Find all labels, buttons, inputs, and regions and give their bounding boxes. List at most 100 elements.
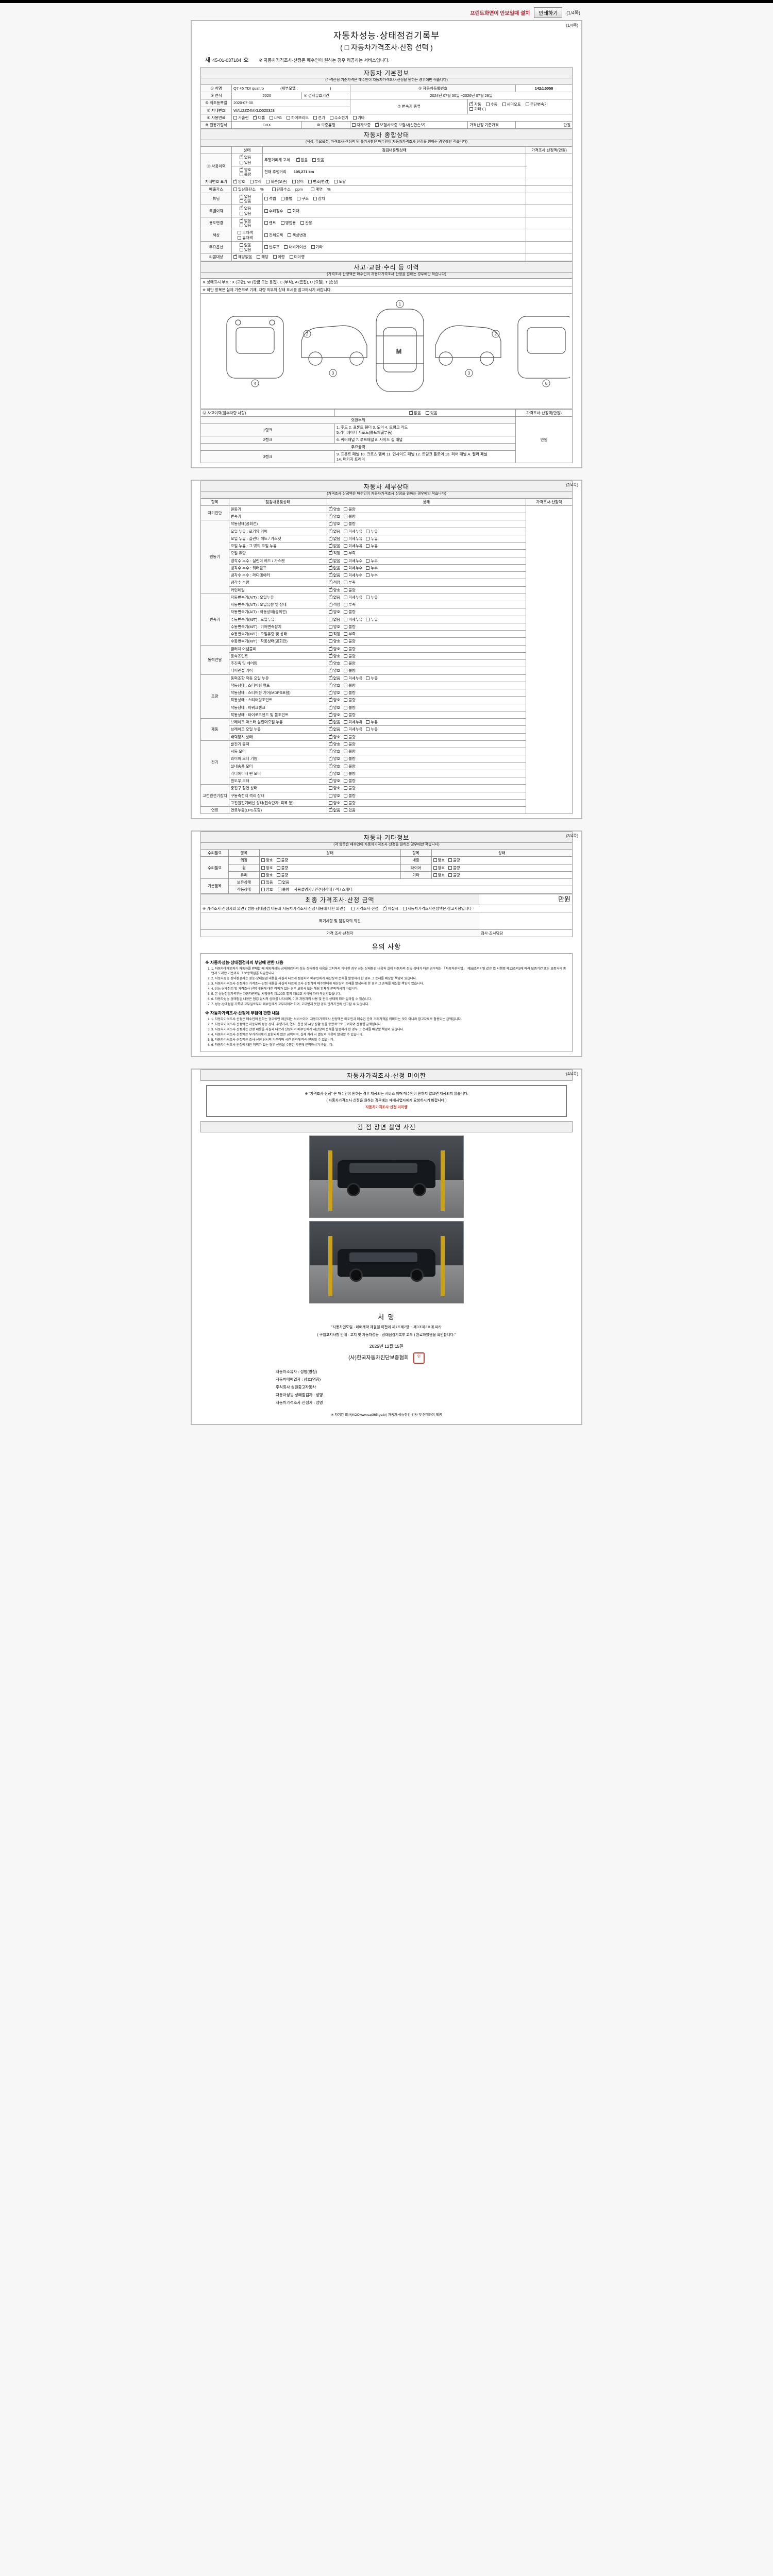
inspection-photo-front[interactable]: [309, 1135, 464, 1218]
detail-opt-미세누유[interactable]: 미세누유: [344, 595, 362, 600]
detail-opt-불량[interactable]: 불량: [344, 801, 356, 805]
color-full-repaint[interactable]: 전체도색: [264, 233, 283, 238]
detail-opt-없음[interactable]: 없음: [328, 726, 340, 732]
detail-opt-불량[interactable]: 불량: [344, 713, 356, 717]
fuel-opt-etc[interactable]: 기타: [353, 115, 365, 120]
fuel-opt-hybrid[interactable]: 하이브리드: [287, 115, 309, 120]
detail-opt-부족[interactable]: 부족: [344, 632, 356, 636]
detail-opt-양호[interactable]: 양호: [328, 646, 340, 651]
detail-opt-미세누유[interactable]: 미세누유: [344, 617, 362, 622]
other-opt-불량[interactable]: 불량: [276, 866, 288, 870]
emis-opt-hc[interactable]: 탄화수소: [272, 187, 291, 192]
usechange-opt-none[interactable]: 없음: [239, 217, 251, 223]
detail-opt-양호[interactable]: 양호: [328, 682, 340, 688]
detail-opt-불량[interactable]: 불량: [344, 705, 356, 710]
detail-opt-불량[interactable]: 불량: [344, 507, 356, 512]
detail-opt-미세누유[interactable]: 미세누유: [344, 529, 362, 534]
detail-opt-누유[interactable]: 누유: [366, 676, 378, 681]
other-opt-불량[interactable]: 불량: [276, 873, 288, 877]
detail-opt-불량[interactable]: 불량: [344, 771, 356, 776]
other-opt-양호[interactable]: 양호: [261, 866, 273, 870]
odo-opt-none[interactable]: 없음: [296, 157, 308, 162]
detail-opt-양호[interactable]: 양호: [328, 734, 340, 739]
detail-opt-없음[interactable]: 없음: [328, 543, 340, 548]
detail-opt-양호[interactable]: 양호: [328, 697, 340, 702]
detail-opt-양호[interactable]: 양호: [328, 513, 340, 519]
detail-opt-누유[interactable]: 누유: [366, 727, 378, 732]
trans-opt-cvt[interactable]: 무단변속기: [525, 102, 548, 107]
detail-opt-불량[interactable]: 불량: [344, 654, 356, 658]
detail-opt-양호[interactable]: 양호: [328, 624, 340, 629]
detail-opt-양호[interactable]: 양호: [328, 711, 340, 717]
detail-opt-적정[interactable]: 적정: [328, 601, 340, 607]
detail-opt-양호[interactable]: 양호: [328, 755, 340, 761]
detail-opt-양호[interactable]: 양호: [328, 689, 340, 695]
detail-opt-양호[interactable]: 양호: [328, 653, 340, 658]
base1-opt-bad[interactable]: 불량: [277, 887, 289, 892]
detail-opt-양호[interactable]: 양호: [328, 608, 340, 614]
option-etc[interactable]: 기타: [311, 245, 323, 249]
base1-opt-good[interactable]: 양호: [261, 887, 273, 892]
detail-opt-있음[interactable]: 있음: [344, 808, 356, 812]
emis-opt-smoke[interactable]: 매연: [311, 187, 323, 192]
detail-opt-불량[interactable]: 불량: [344, 778, 356, 783]
detail-opt-미세누유[interactable]: 미세누유: [344, 727, 362, 732]
emis-opt-co[interactable]: 일산화탄소: [233, 187, 256, 192]
vinmark-opt-good[interactable]: 양호: [233, 178, 245, 184]
usechange-biz[interactable]: 영업용: [280, 221, 296, 225]
trans-opt-etc[interactable]: 기타 ( ): [469, 107, 486, 111]
tuning-illegal[interactable]: 불법: [280, 196, 292, 201]
detail-opt-불량[interactable]: 불량: [344, 698, 356, 702]
detail-opt-불량[interactable]: 불량: [344, 624, 356, 629]
option-navigation[interactable]: 내비게이션: [284, 245, 306, 249]
trans-opt-auto[interactable]: 자동: [469, 101, 481, 107]
detail-opt-불량[interactable]: 불량: [344, 661, 356, 666]
detail-opt-없음[interactable]: 없음: [328, 535, 340, 541]
detail-opt-적정[interactable]: 적정: [328, 550, 340, 555]
print-button[interactable]: 인쇄하기: [534, 7, 563, 18]
print-warning-link[interactable]: 프린트화면이 안보일때 설치: [470, 11, 530, 16]
detail-opt-양호[interactable]: 양호: [328, 667, 340, 673]
detail-opt-미세누유[interactable]: 미세누유: [344, 544, 362, 548]
detail-opt-양호[interactable]: 양호: [328, 801, 340, 805]
detail-opt-누유[interactable]: 누유: [366, 720, 378, 724]
detail-opt-불량[interactable]: 불량: [344, 793, 356, 798]
detail-opt-불량[interactable]: 불량: [344, 690, 356, 695]
options-opt-none[interactable]: 없음: [239, 243, 251, 247]
usechange-rent[interactable]: 렌트: [264, 221, 276, 225]
usage-opt-none[interactable]: 없음: [239, 154, 251, 160]
other-opt-불량[interactable]: 불량: [448, 873, 460, 877]
detail-opt-양호[interactable]: 양호: [328, 704, 340, 710]
detail-opt-누유[interactable]: 누유: [366, 617, 378, 622]
other-opt-양호[interactable]: 양호: [433, 873, 445, 877]
special-fire[interactable]: 화재: [288, 209, 299, 213]
fuel-opt-electric[interactable]: 전기: [313, 115, 325, 120]
other-opt-양호[interactable]: 양호: [261, 858, 273, 862]
detail-opt-없음[interactable]: 없음: [328, 528, 340, 534]
detail-opt-불량[interactable]: 불량: [344, 735, 356, 739]
tuning-legal[interactable]: 적법: [264, 196, 276, 201]
detail-opt-불량[interactable]: 불량: [344, 668, 356, 673]
odo-state-good[interactable]: 양호: [239, 166, 251, 172]
other-opt-양호[interactable]: 양호: [433, 866, 445, 870]
recall-opt-notdone[interactable]: 미이행: [289, 255, 305, 259]
detail-opt-불량[interactable]: 불량: [344, 609, 356, 614]
detail-opt-불량[interactable]: 불량: [344, 786, 356, 790]
detail-opt-양호[interactable]: 양호: [328, 770, 340, 776]
other-opt-불량[interactable]: 불량: [448, 866, 460, 870]
vinmark-opt-paint[interactable]: 도말: [334, 179, 346, 184]
tuning-structure[interactable]: 구조: [297, 196, 309, 201]
option-sunroof[interactable]: 썬루프: [264, 245, 279, 249]
other-opt-불량[interactable]: 불량: [276, 858, 288, 862]
detail-opt-불량[interactable]: 불량: [344, 514, 356, 519]
detail-opt-불량[interactable]: 불량: [344, 521, 356, 526]
warranty-opt-self[interactable]: 자가보증: [352, 123, 371, 127]
fuel-opt-hydrogen[interactable]: 수소전기: [329, 115, 348, 120]
detail-opt-불량[interactable]: 불량: [344, 764, 356, 769]
detail-opt-양호[interactable]: 양호: [328, 520, 340, 526]
detail-opt-미세누유[interactable]: 미세누유: [344, 536, 362, 541]
detail-opt-누유[interactable]: 누유: [366, 536, 378, 541]
detail-opt-불량[interactable]: 불량: [344, 639, 356, 643]
detail-opt-누수[interactable]: 누수: [366, 573, 378, 578]
accident-opt-none[interactable]: 없음: [409, 410, 421, 415]
